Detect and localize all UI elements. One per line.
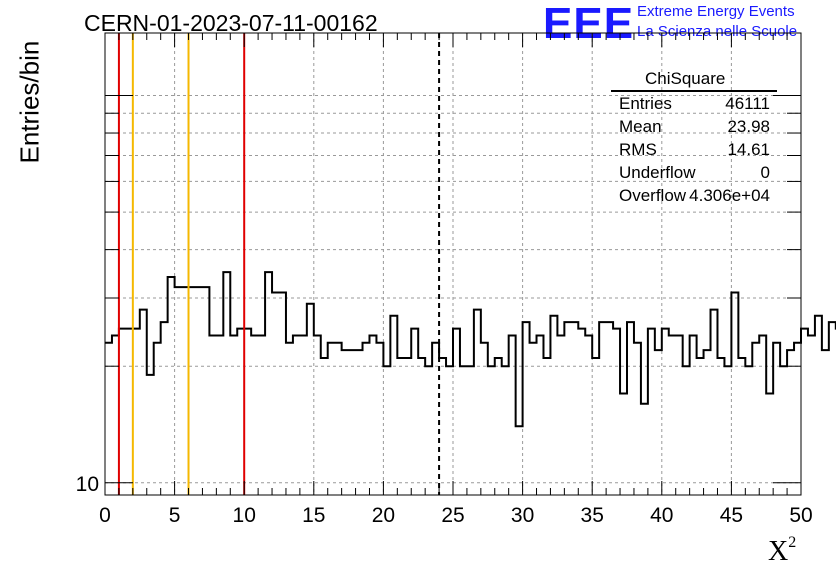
eee-logo: EEE [543, 0, 635, 48]
chart-title: CERN-01-2023-07-11-00162 [84, 10, 378, 36]
stats-title: ChiSquare [645, 69, 726, 88]
x-tick-label: 10 [233, 504, 256, 527]
x-tick-label: 35 [581, 504, 604, 527]
logo-subtitle-1: Extreme Energy Events [637, 3, 795, 20]
x-tick-label: 15 [302, 504, 325, 527]
stats-value: 14.61 [727, 140, 770, 159]
stats-value: 0 [760, 163, 770, 182]
logo-subtitle-2: La Scienza nelle Scuole [637, 23, 798, 40]
x-tick-label: 45 [720, 504, 743, 527]
stats-value: 4.306e+04 [689, 186, 770, 205]
x-axis-label: X2 [768, 534, 797, 567]
stats-label: Overflow [619, 186, 687, 205]
stats-value: 23.98 [727, 117, 770, 136]
x-tick-label: 40 [650, 504, 673, 527]
stats-label: Mean [619, 117, 662, 136]
stats-label: RMS [619, 140, 657, 159]
x-tick-label: 0 [99, 504, 111, 527]
x-tick-label: 5 [169, 504, 181, 527]
stats-value: 46111 [725, 94, 770, 113]
stats-label: Underflow [619, 163, 696, 182]
histogram-series [105, 271, 836, 428]
stats-label: Entries [619, 94, 672, 113]
x-tick-label: 30 [511, 504, 534, 527]
x-tick-label: 20 [372, 504, 395, 527]
x-tick-label: 25 [441, 504, 464, 527]
y-tick-label: 10 [76, 473, 99, 496]
x-tick-label: 50 [789, 504, 812, 527]
